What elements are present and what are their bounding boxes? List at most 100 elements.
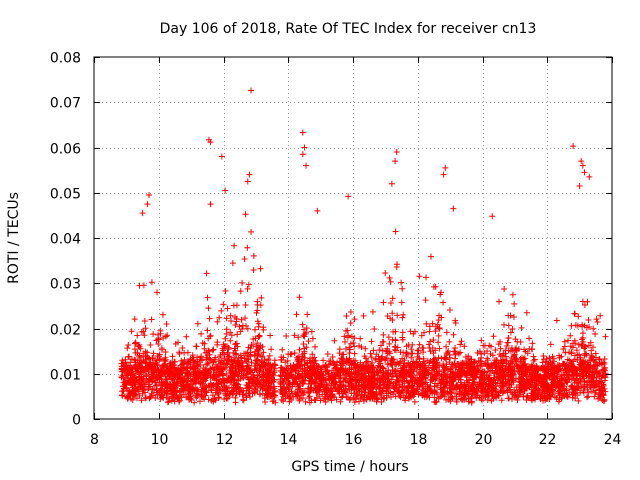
data-point bbox=[464, 364, 471, 371]
data-point bbox=[382, 269, 389, 276]
data-point bbox=[178, 385, 185, 392]
data-point bbox=[437, 291, 444, 298]
data-point bbox=[432, 283, 439, 290]
data-point bbox=[476, 362, 483, 369]
data-point bbox=[581, 352, 588, 359]
data-point bbox=[170, 387, 177, 394]
data-point bbox=[590, 357, 597, 364]
data-point bbox=[408, 346, 415, 353]
y-axis-label: ROTI / TECUs bbox=[6, 192, 22, 284]
data-point bbox=[354, 391, 361, 398]
data-point bbox=[436, 376, 443, 383]
data-point bbox=[220, 359, 227, 366]
data-point bbox=[223, 326, 230, 333]
data-point bbox=[526, 345, 533, 352]
data-point bbox=[198, 353, 205, 360]
data-point bbox=[122, 381, 129, 388]
data-point bbox=[581, 169, 588, 176]
data-point bbox=[457, 349, 464, 356]
data-point bbox=[365, 377, 372, 384]
data-point bbox=[305, 338, 312, 345]
data-point bbox=[337, 398, 344, 405]
data-point bbox=[238, 359, 245, 366]
data-point bbox=[289, 368, 296, 375]
data-point bbox=[324, 389, 331, 396]
data-point bbox=[156, 353, 163, 360]
data-point bbox=[516, 382, 523, 389]
data-point bbox=[424, 393, 431, 400]
data-point bbox=[239, 279, 246, 286]
data-point bbox=[235, 377, 242, 384]
data-point bbox=[447, 306, 453, 313]
data-point bbox=[141, 332, 148, 339]
data-point bbox=[265, 390, 272, 397]
data-point bbox=[351, 343, 358, 350]
data-point bbox=[242, 301, 249, 308]
data-point bbox=[146, 192, 153, 199]
data-point bbox=[426, 328, 433, 335]
data-point bbox=[496, 351, 503, 358]
data-point bbox=[168, 397, 175, 404]
data-point bbox=[262, 372, 269, 379]
data-point bbox=[291, 332, 298, 339]
data-point bbox=[143, 394, 150, 401]
data-point bbox=[399, 314, 406, 321]
data-point bbox=[201, 345, 208, 352]
data-point bbox=[513, 363, 520, 370]
data-point bbox=[547, 394, 554, 401]
data-point bbox=[240, 397, 247, 404]
data-point bbox=[437, 393, 444, 400]
data-point bbox=[119, 388, 126, 395]
data-point bbox=[579, 323, 586, 330]
data-point bbox=[453, 396, 460, 403]
data-point bbox=[581, 363, 588, 370]
data-point bbox=[322, 363, 329, 370]
data-point bbox=[467, 386, 474, 393]
data-point bbox=[394, 261, 401, 268]
data-point bbox=[428, 367, 435, 374]
data-point bbox=[468, 356, 475, 363]
data-point bbox=[128, 364, 135, 371]
data-point bbox=[383, 384, 390, 391]
data-point bbox=[444, 388, 451, 395]
data-point bbox=[416, 341, 423, 348]
data-point bbox=[307, 362, 314, 369]
data-point bbox=[201, 370, 208, 377]
data-point bbox=[386, 340, 393, 347]
data-point bbox=[529, 397, 536, 404]
data-point bbox=[543, 366, 550, 373]
data-point bbox=[278, 396, 285, 403]
data-point bbox=[221, 343, 228, 350]
data-point bbox=[458, 383, 465, 390]
data-point bbox=[258, 353, 265, 360]
data-point bbox=[262, 362, 269, 369]
data-point bbox=[189, 384, 196, 391]
data-point bbox=[356, 342, 363, 349]
data-point bbox=[553, 394, 560, 401]
data-point bbox=[455, 350, 462, 357]
data-point bbox=[342, 346, 349, 353]
data-point bbox=[509, 367, 516, 374]
data-point bbox=[363, 359, 370, 366]
data-point bbox=[351, 350, 358, 357]
data-point bbox=[264, 365, 271, 372]
data-point bbox=[254, 340, 261, 347]
data-point bbox=[576, 356, 583, 363]
data-point bbox=[461, 365, 468, 372]
data-point bbox=[271, 383, 278, 390]
data-point bbox=[155, 366, 162, 373]
data-point bbox=[376, 378, 383, 385]
data-point bbox=[443, 396, 450, 403]
data-point bbox=[187, 356, 194, 363]
data-point bbox=[478, 375, 485, 382]
data-point bbox=[568, 322, 575, 329]
data-point bbox=[160, 380, 167, 387]
data-point bbox=[429, 320, 436, 327]
data-point bbox=[573, 347, 580, 354]
data-point bbox=[254, 301, 261, 308]
data-point bbox=[305, 389, 312, 396]
data-point bbox=[204, 294, 211, 301]
data-point bbox=[389, 391, 396, 398]
data-point bbox=[590, 325, 597, 332]
data-point bbox=[389, 295, 396, 302]
